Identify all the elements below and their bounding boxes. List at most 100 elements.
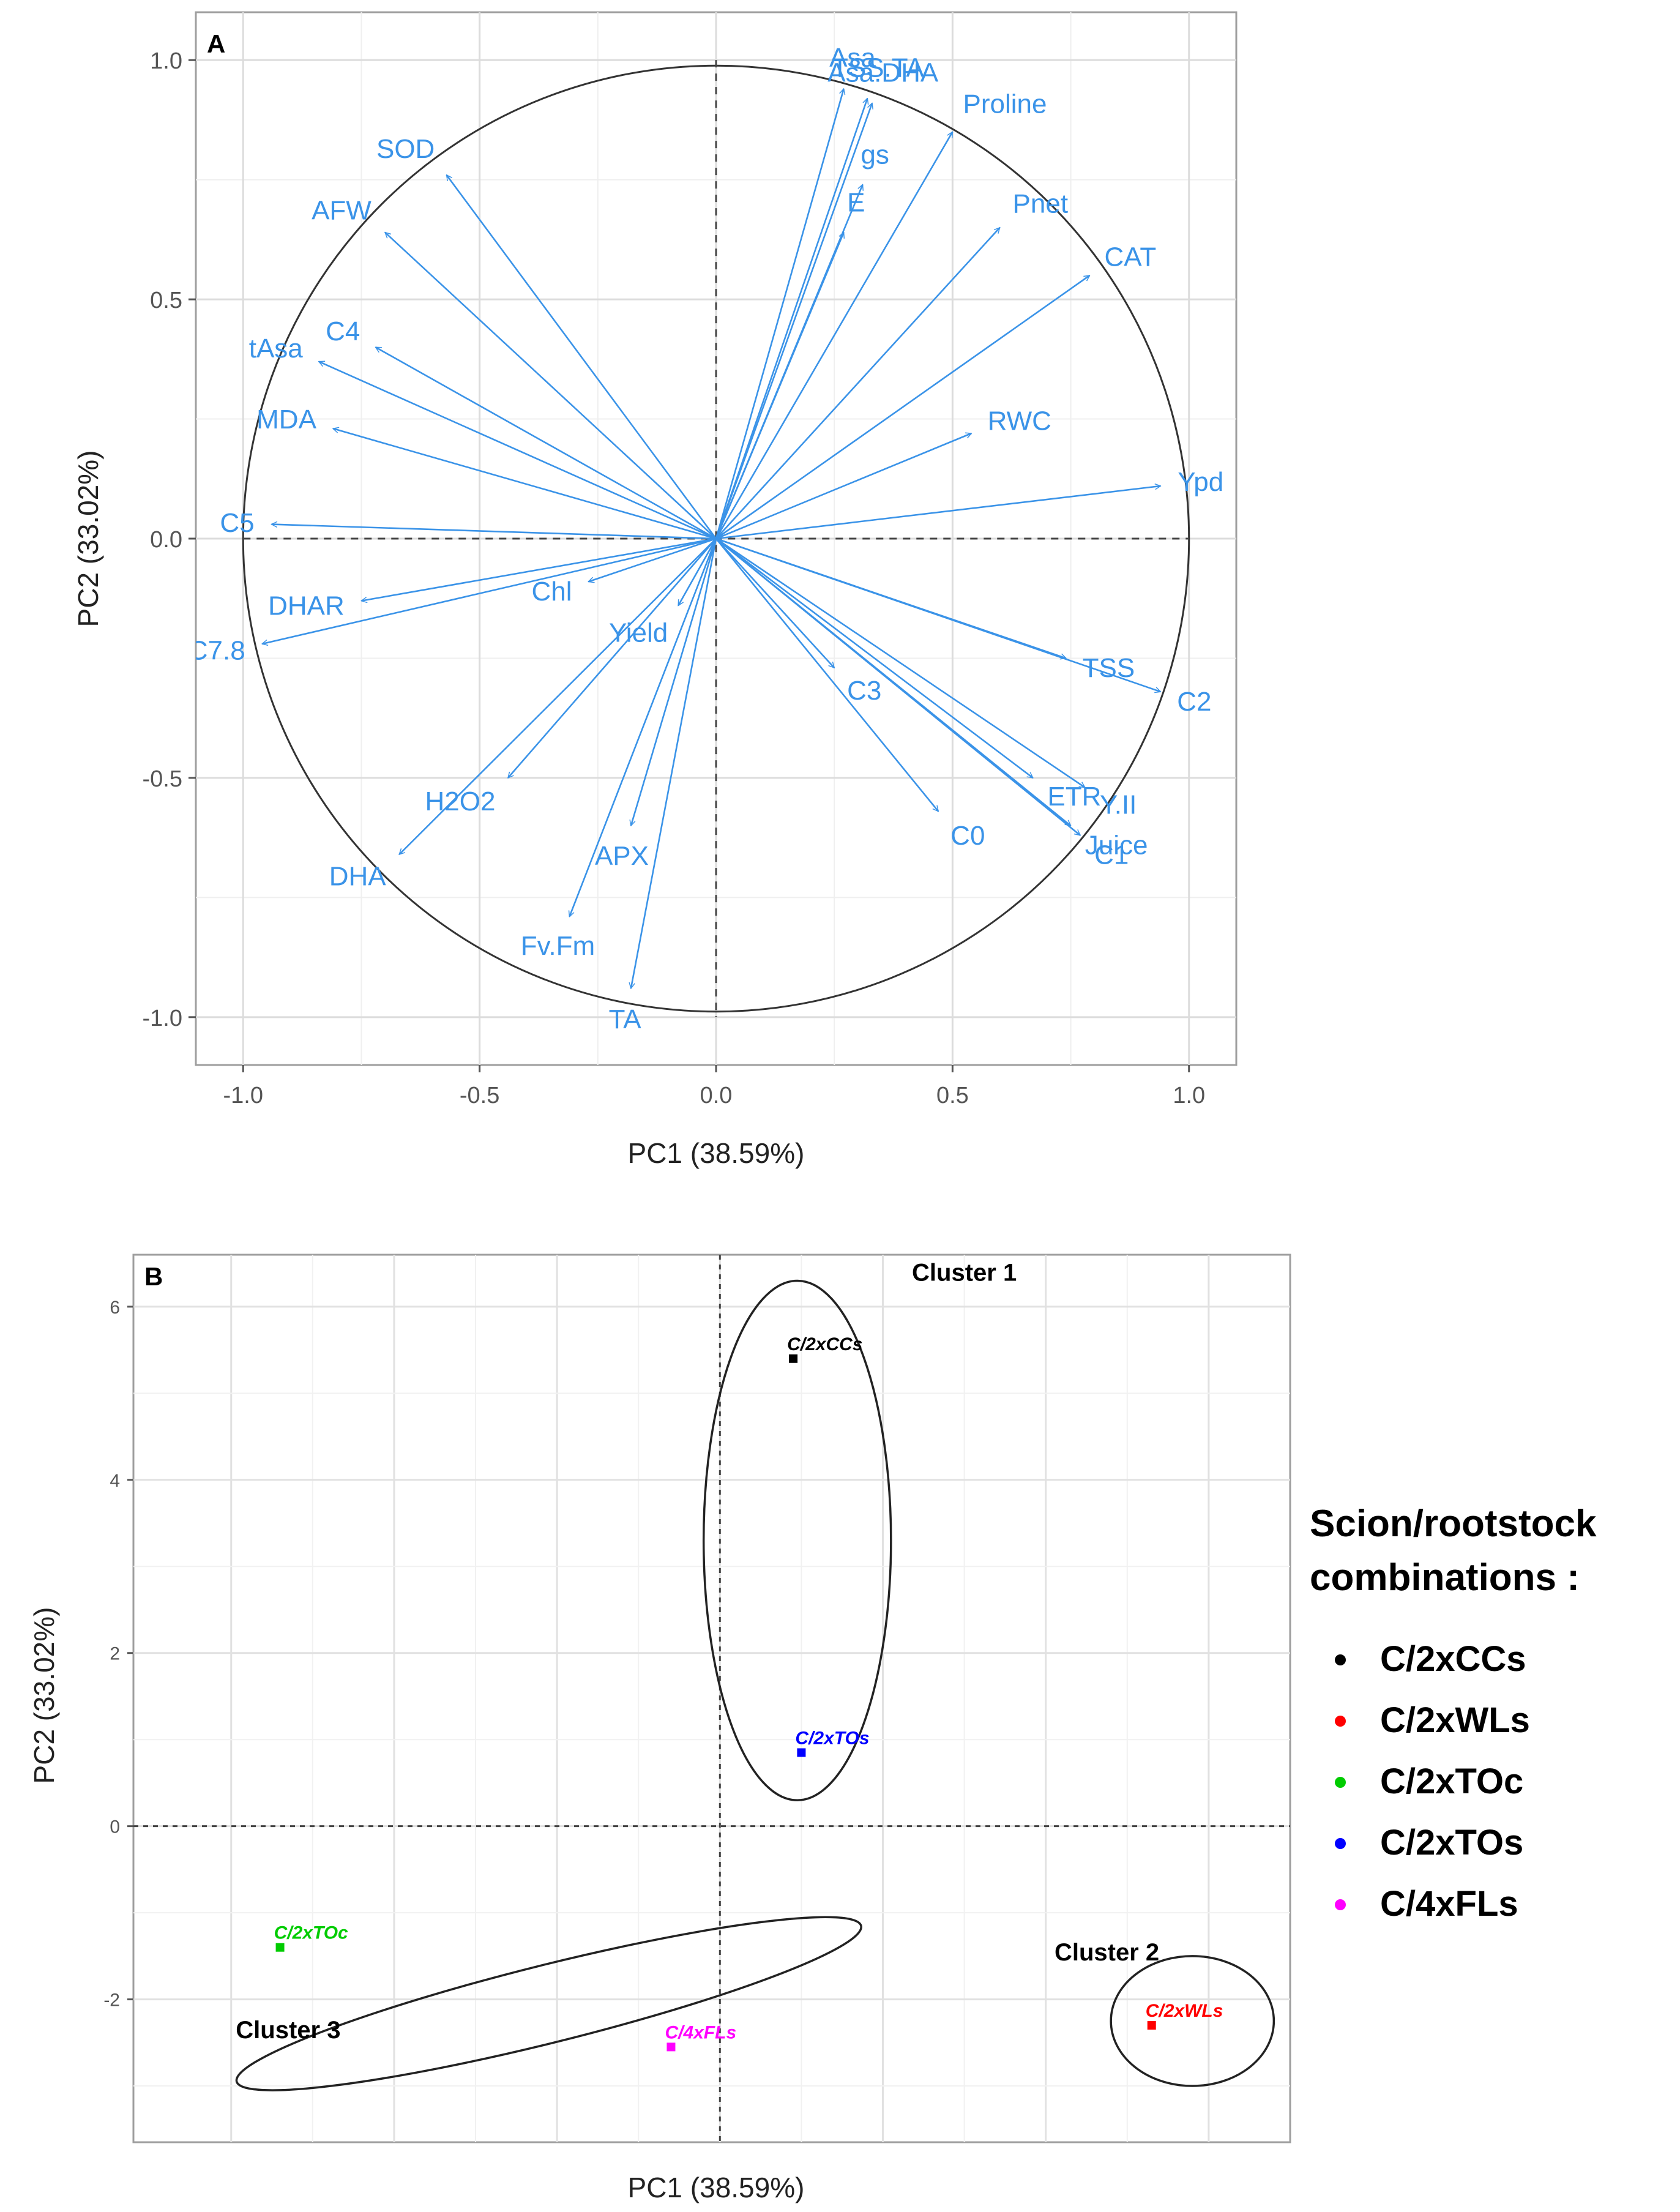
y-tick-label: 4 [110, 1471, 120, 1491]
vector-label-c2: C2 [1177, 687, 1211, 717]
vector-label-asa: Asa [829, 43, 876, 73]
vector-label-juice: Juice [1085, 831, 1148, 861]
vector-arrow-sod [446, 175, 717, 539]
panel-b-x-axis-label: PC1 (38.59%) [628, 2172, 805, 2203]
legend-key-c-2xtos [1335, 1838, 1346, 1849]
panel-b-legend: Scion/rootstock combinations : C/2xCCs C/… [1310, 1503, 1597, 1924]
vector-label-cat: CAT [1105, 242, 1157, 272]
cluster-label-cluster-3: Cluster 3 [236, 2017, 340, 2044]
cluster-label-cluster-2: Cluster 2 [1055, 1939, 1159, 1966]
vector-label-c5: C5 [220, 508, 254, 538]
panel-b-cluster-ellipses [235, 1279, 1275, 2091]
point-c-2xccs [789, 1354, 798, 1363]
vector-arrow-fv-fm [569, 538, 717, 917]
point-c-2xtos [797, 1748, 806, 1757]
legend-label-c-2xwls: C/2xWLs [1380, 1700, 1530, 1740]
vector-arrow-etr [715, 537, 1033, 779]
vector-label-ypd: Ypd [1178, 467, 1223, 497]
vector-label-ta: TA [609, 1004, 642, 1034]
point-c-2xtoc [275, 1943, 285, 1952]
y-tick-label: 0.5 [150, 288, 182, 313]
vector-label-fv-fm: Fv.Fm [521, 931, 595, 961]
panel-b-cluster-labels: Cluster 1 Cluster 2 Cluster 3 [236, 1259, 1159, 2044]
panel-b-ticks: -2 0 2 4 6 [103, 1298, 133, 2011]
legend-key-c-2xtoc [1335, 1777, 1346, 1788]
vector-label-c0: C0 [950, 821, 985, 851]
vector-arrow-dha [399, 538, 717, 854]
point-label-c-2xccs: C/2xCCs [787, 1334, 862, 1354]
y-tick-label: 6 [110, 1298, 120, 1318]
y-tick-label: -2 [103, 1990, 120, 2011]
vector-arrow-tss-ta [715, 99, 867, 539]
point-c-2xwls [1147, 2021, 1156, 2030]
vector-label-c1: C1 [1094, 840, 1129, 870]
y-tick-label: 0 [110, 1817, 120, 1837]
legend-label-c-4xfls: C/4xFLs [1380, 1884, 1518, 1924]
y-tick-label: 0.0 [150, 527, 182, 553]
vector-label-c4: C4 [326, 316, 360, 346]
y-tick-label: -0.5 [143, 766, 182, 792]
vector-arrow-y-ii [715, 537, 1085, 788]
point-label-c-2xwls: C/2xWLs [1146, 2001, 1223, 2021]
panel-a-x-axis-label: PC1 (38.59%) [628, 1137, 805, 1169]
vector-arrow-c0 [715, 538, 938, 812]
vector-label-c7-8: C7.8 [189, 636, 245, 666]
vector-label-rwc: RWC [988, 406, 1051, 436]
point-c-4xfls [666, 2042, 676, 2052]
panel-b-grid [133, 1255, 1290, 2142]
vector-label-gs: gs [861, 140, 889, 170]
vector-arrow-asa-dha [715, 103, 872, 539]
vector-label-y-ii: Y.II [1100, 790, 1137, 820]
vector-label-pnet: Pnet [1013, 189, 1069, 219]
legend-label-c-2xtoc: C/2xTOc [1380, 1762, 1523, 1801]
vector-arrow-e [715, 233, 844, 539]
vector-arrow-dhar [361, 537, 717, 601]
panel-b-plot-area [132, 1254, 1291, 2143]
vector-arrow-c2 [715, 537, 1160, 692]
vector-arrow-c1 [715, 537, 1080, 835]
vector-label-proline: Proline [963, 89, 1047, 119]
vector-arrow-chl [588, 537, 717, 581]
vector-arrow-proline [715, 132, 954, 539]
vector-arrow-c3 [715, 538, 834, 668]
legend-title-line-2: combinations : [1310, 1556, 1580, 1599]
vector-label-mda: MDA [256, 405, 316, 435]
vector-label-afw: AFW [312, 196, 371, 226]
panel-a-tag: A [207, 29, 225, 58]
x-tick-label: -1.0 [223, 1083, 263, 1108]
legend-title-line-1: Scion/rootstock [1310, 1503, 1597, 1545]
panel-b: C/2xCCs C/2xWLs C/2xTOc C/2xTOs C/4xFLs -2 0 2… [28, 1254, 1597, 2203]
x-tick-label: 0.5 [936, 1083, 969, 1108]
legend-items: C/2xCCs C/2xWLs C/2xTOc C/2xTOs C/4xFLs [1335, 1639, 1530, 1924]
y-tick-label: 2 [110, 1644, 120, 1664]
vector-label-yield: Yield [609, 618, 668, 648]
vector-arrow-ta [631, 538, 717, 988]
vector-label-c3: C3 [847, 676, 881, 706]
cluster-ellipse-cluster-2 [1110, 1955, 1275, 2087]
point-label-c-4xfls: C/4xFLs [665, 2022, 736, 2042]
x-tick-label: -0.5 [460, 1083, 499, 1108]
x-tick-label: 1.0 [1173, 1083, 1205, 1108]
legend-label-c-2xccs: C/2xCCs [1380, 1639, 1526, 1679]
vector-arrow-ypd [715, 486, 1160, 540]
vector-label-e: E [847, 188, 865, 218]
panel-b-y-axis-label: PC2 (33.02%) [28, 1607, 60, 1784]
vector-arrow-c4 [376, 346, 717, 540]
vector-arrow-c7-8 [262, 537, 717, 644]
legend-key-c-2xwls [1335, 1716, 1346, 1727]
panel-b-points: C/2xCCs C/2xWLs C/2xTOc C/2xTOs C/4xFLs [274, 1334, 1223, 2052]
x-tick-label: 0.0 [700, 1083, 733, 1108]
vector-arrow-tasa [319, 362, 717, 540]
panel-b-tag: B [144, 1262, 163, 1291]
vector-arrow-cat [715, 274, 1089, 540]
y-tick-label: 1.0 [150, 48, 182, 74]
legend-key-c-2xccs [1335, 1654, 1346, 1665]
panel-a-ticks: -1.0 -0.5 0.0 0.5 1.0 -1.0 -0.5 0.0 0.5 1.0 [143, 48, 1206, 1108]
vector-arrow-apx [631, 538, 717, 826]
vector-label-sod: SOD [376, 134, 435, 164]
vector-label-apx: APX [595, 841, 649, 871]
vector-label-dhar: DHAR [268, 591, 345, 621]
